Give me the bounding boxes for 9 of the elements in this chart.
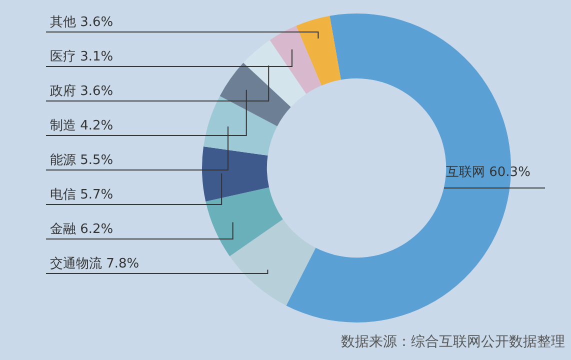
slice-label: 电信 5.7% [50, 188, 114, 202]
slice-label: 能源 5.5% [50, 153, 114, 168]
slice-label: 政府 3.6% [50, 83, 114, 99]
slice-label: 其他 3.6% [50, 15, 114, 30]
slice-label: 金融 6.2% [50, 222, 114, 237]
slice-label: 医疗 3.1% [50, 50, 114, 64]
slice-label: 交通物流 7.8% [50, 256, 140, 272]
slice-label: 制造 4.2% [50, 118, 114, 134]
source-note: 数据来源：综合互联网公开数据整理 [341, 334, 565, 350]
